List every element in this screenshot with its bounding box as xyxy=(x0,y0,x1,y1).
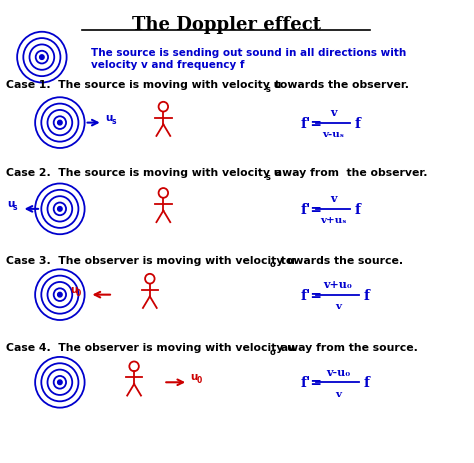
Text: away from  the observer.: away from the observer. xyxy=(271,168,428,178)
Text: v: v xyxy=(330,193,337,204)
Text: f: f xyxy=(364,288,370,302)
Circle shape xyxy=(40,56,44,60)
Text: f: f xyxy=(355,202,361,216)
Text: towards the source.: towards the source. xyxy=(277,255,403,265)
Text: u: u xyxy=(105,113,112,122)
Text: f: f xyxy=(355,116,361,130)
Text: v: v xyxy=(335,389,341,398)
Text: f'=: f'= xyxy=(301,288,322,302)
Text: 0: 0 xyxy=(197,375,202,385)
Text: s: s xyxy=(111,117,116,125)
Text: Case 1.  The source is moving with velocity u: Case 1. The source is moving with veloci… xyxy=(6,80,281,90)
Text: o: o xyxy=(270,347,276,356)
Text: f'=: f'= xyxy=(301,202,322,216)
Text: away from the source.: away from the source. xyxy=(277,343,418,352)
Text: v+u₀: v+u₀ xyxy=(323,278,352,289)
Circle shape xyxy=(58,207,62,212)
Text: 0: 0 xyxy=(76,288,82,297)
Text: v: v xyxy=(330,107,337,118)
Text: v-uₛ: v-uₛ xyxy=(322,130,344,139)
Text: towards the observer.: towards the observer. xyxy=(271,80,410,90)
Text: The source is sending out sound in all directions with: The source is sending out sound in all d… xyxy=(91,47,407,57)
Text: Case 2.  The source is moving with velocity u: Case 2. The source is moving with veloci… xyxy=(6,168,282,178)
Text: f'=: f'= xyxy=(301,375,322,389)
Text: u: u xyxy=(70,284,77,294)
Text: s: s xyxy=(13,203,18,212)
Text: f'=: f'= xyxy=(301,116,322,130)
Text: v: v xyxy=(335,301,341,311)
Text: Case 4.  The observer is moving with velocity u: Case 4. The observer is moving with velo… xyxy=(6,343,295,352)
Text: o: o xyxy=(270,260,276,269)
Text: s: s xyxy=(265,85,270,94)
Text: Case 3.  The observer is moving with velocity u: Case 3. The observer is moving with velo… xyxy=(6,255,295,265)
Text: s: s xyxy=(265,172,270,181)
Text: v-u₀: v-u₀ xyxy=(326,366,350,377)
Text: f: f xyxy=(364,375,370,389)
Circle shape xyxy=(58,293,62,297)
Text: The Doppler effect: The Doppler effect xyxy=(132,16,321,34)
Text: velocity v and frequency f: velocity v and frequency f xyxy=(91,60,245,70)
Circle shape xyxy=(58,121,62,125)
Text: u: u xyxy=(191,371,198,382)
Circle shape xyxy=(58,380,62,385)
Text: v+uₛ: v+uₛ xyxy=(320,216,346,225)
Text: u: u xyxy=(7,199,14,208)
